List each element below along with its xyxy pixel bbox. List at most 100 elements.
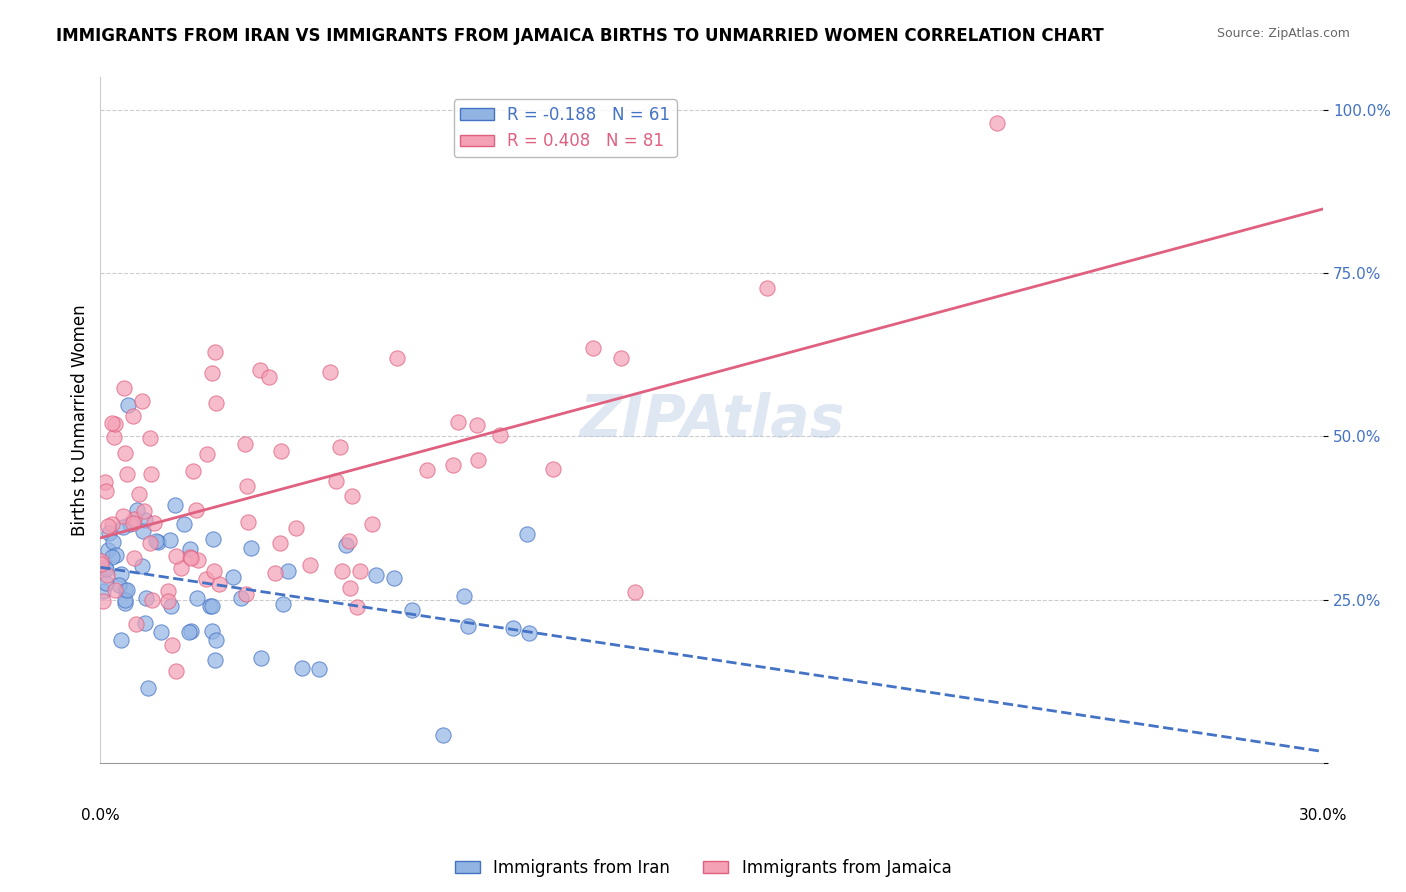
Point: [204, 652, 226, 666]
Point: [432, 728, 454, 742]
Point: [160, 599, 183, 613]
Point: [101, 517, 124, 532]
Point: [201, 624, 224, 639]
Point: [202, 564, 225, 578]
Point: [298, 558, 321, 572]
Point: [159, 533, 181, 547]
Point: [156, 593, 179, 607]
Point: [755, 281, 778, 295]
Point: [96, 576, 118, 591]
Point: [173, 516, 195, 531]
Text: ZIPAtlas: ZIPAtlas: [579, 392, 845, 449]
Point: [142, 516, 165, 530]
Point: [201, 366, 224, 380]
Point: [187, 553, 209, 567]
Point: [516, 527, 538, 541]
Point: [146, 535, 169, 549]
Text: 0.0%: 0.0%: [82, 808, 120, 823]
Point: [453, 590, 475, 604]
Point: [330, 564, 353, 578]
Point: [124, 551, 146, 566]
Point: [986, 116, 1008, 130]
Point: [208, 577, 231, 591]
Point: [131, 394, 153, 409]
Point: [180, 624, 202, 639]
Point: [179, 542, 201, 557]
Point: [236, 515, 259, 529]
Point: [94, 562, 117, 576]
Point: [204, 396, 226, 410]
Text: IMMIGRANTS FROM IRAN VS IMMIGRANTS FROM JAMAICA BIRTHS TO UNMARRIED WOMEN CORREL: IMMIGRANTS FROM IRAN VS IMMIGRANTS FROM …: [56, 27, 1104, 45]
Point: [131, 524, 153, 539]
Point: [249, 363, 271, 377]
Point: [170, 560, 193, 574]
Point: [138, 535, 160, 549]
Point: [361, 517, 384, 532]
Point: [457, 618, 479, 632]
Point: [181, 464, 204, 478]
Point: [201, 532, 224, 546]
Point: [117, 398, 139, 412]
Point: [145, 534, 167, 549]
Point: [382, 571, 405, 585]
Point: [401, 603, 423, 617]
Point: [235, 479, 257, 493]
Point: [204, 345, 226, 359]
Point: [184, 503, 207, 517]
Point: [205, 632, 228, 647]
Legend: R = -0.188   N = 61, R = 0.408   N = 81: R = -0.188 N = 61, R = 0.408 N = 81: [454, 100, 676, 157]
Point: [517, 626, 540, 640]
Point: [222, 570, 245, 584]
Point: [163, 499, 186, 513]
Point: [139, 431, 162, 445]
Point: [124, 512, 146, 526]
Point: [201, 599, 224, 613]
Text: 30.0%: 30.0%: [1299, 808, 1347, 823]
Point: [97, 526, 120, 541]
Point: [277, 565, 299, 579]
Point: [132, 504, 155, 518]
Point: [385, 351, 408, 366]
Point: [364, 568, 387, 582]
Text: Source: ZipAtlas.com: Source: ZipAtlas.com: [1216, 27, 1350, 40]
Point: [165, 664, 187, 678]
Point: [114, 446, 136, 460]
Point: [447, 415, 470, 429]
Point: [339, 581, 361, 595]
Point: [104, 582, 127, 597]
Point: [139, 467, 162, 481]
Point: [134, 616, 156, 631]
Point: [114, 596, 136, 610]
Point: [195, 572, 218, 586]
Point: [100, 549, 122, 564]
Point: [335, 538, 357, 552]
Point: [319, 365, 342, 379]
Point: [91, 594, 114, 608]
Point: [94, 475, 117, 489]
Y-axis label: Births to Unmarried Women: Births to Unmarried Women: [72, 304, 89, 536]
Point: [128, 487, 150, 501]
Point: [250, 651, 273, 665]
Point: [325, 474, 347, 488]
Point: [90, 554, 112, 568]
Point: [112, 381, 135, 395]
Point: [441, 458, 464, 472]
Point: [121, 516, 143, 531]
Point: [110, 632, 132, 647]
Point: [135, 591, 157, 606]
Point: [114, 593, 136, 607]
Point: [105, 548, 128, 562]
Point: [101, 416, 124, 430]
Point: [340, 489, 363, 503]
Point: [239, 541, 262, 555]
Point: [114, 583, 136, 598]
Legend: Immigrants from Iran, Immigrants from Jamaica: Immigrants from Iran, Immigrants from Ja…: [449, 853, 957, 884]
Point: [91, 583, 114, 598]
Point: [198, 599, 221, 613]
Point: [93, 559, 115, 574]
Point: [339, 533, 361, 548]
Point: [96, 484, 118, 499]
Point: [467, 417, 489, 432]
Point: [110, 566, 132, 581]
Point: [160, 638, 183, 652]
